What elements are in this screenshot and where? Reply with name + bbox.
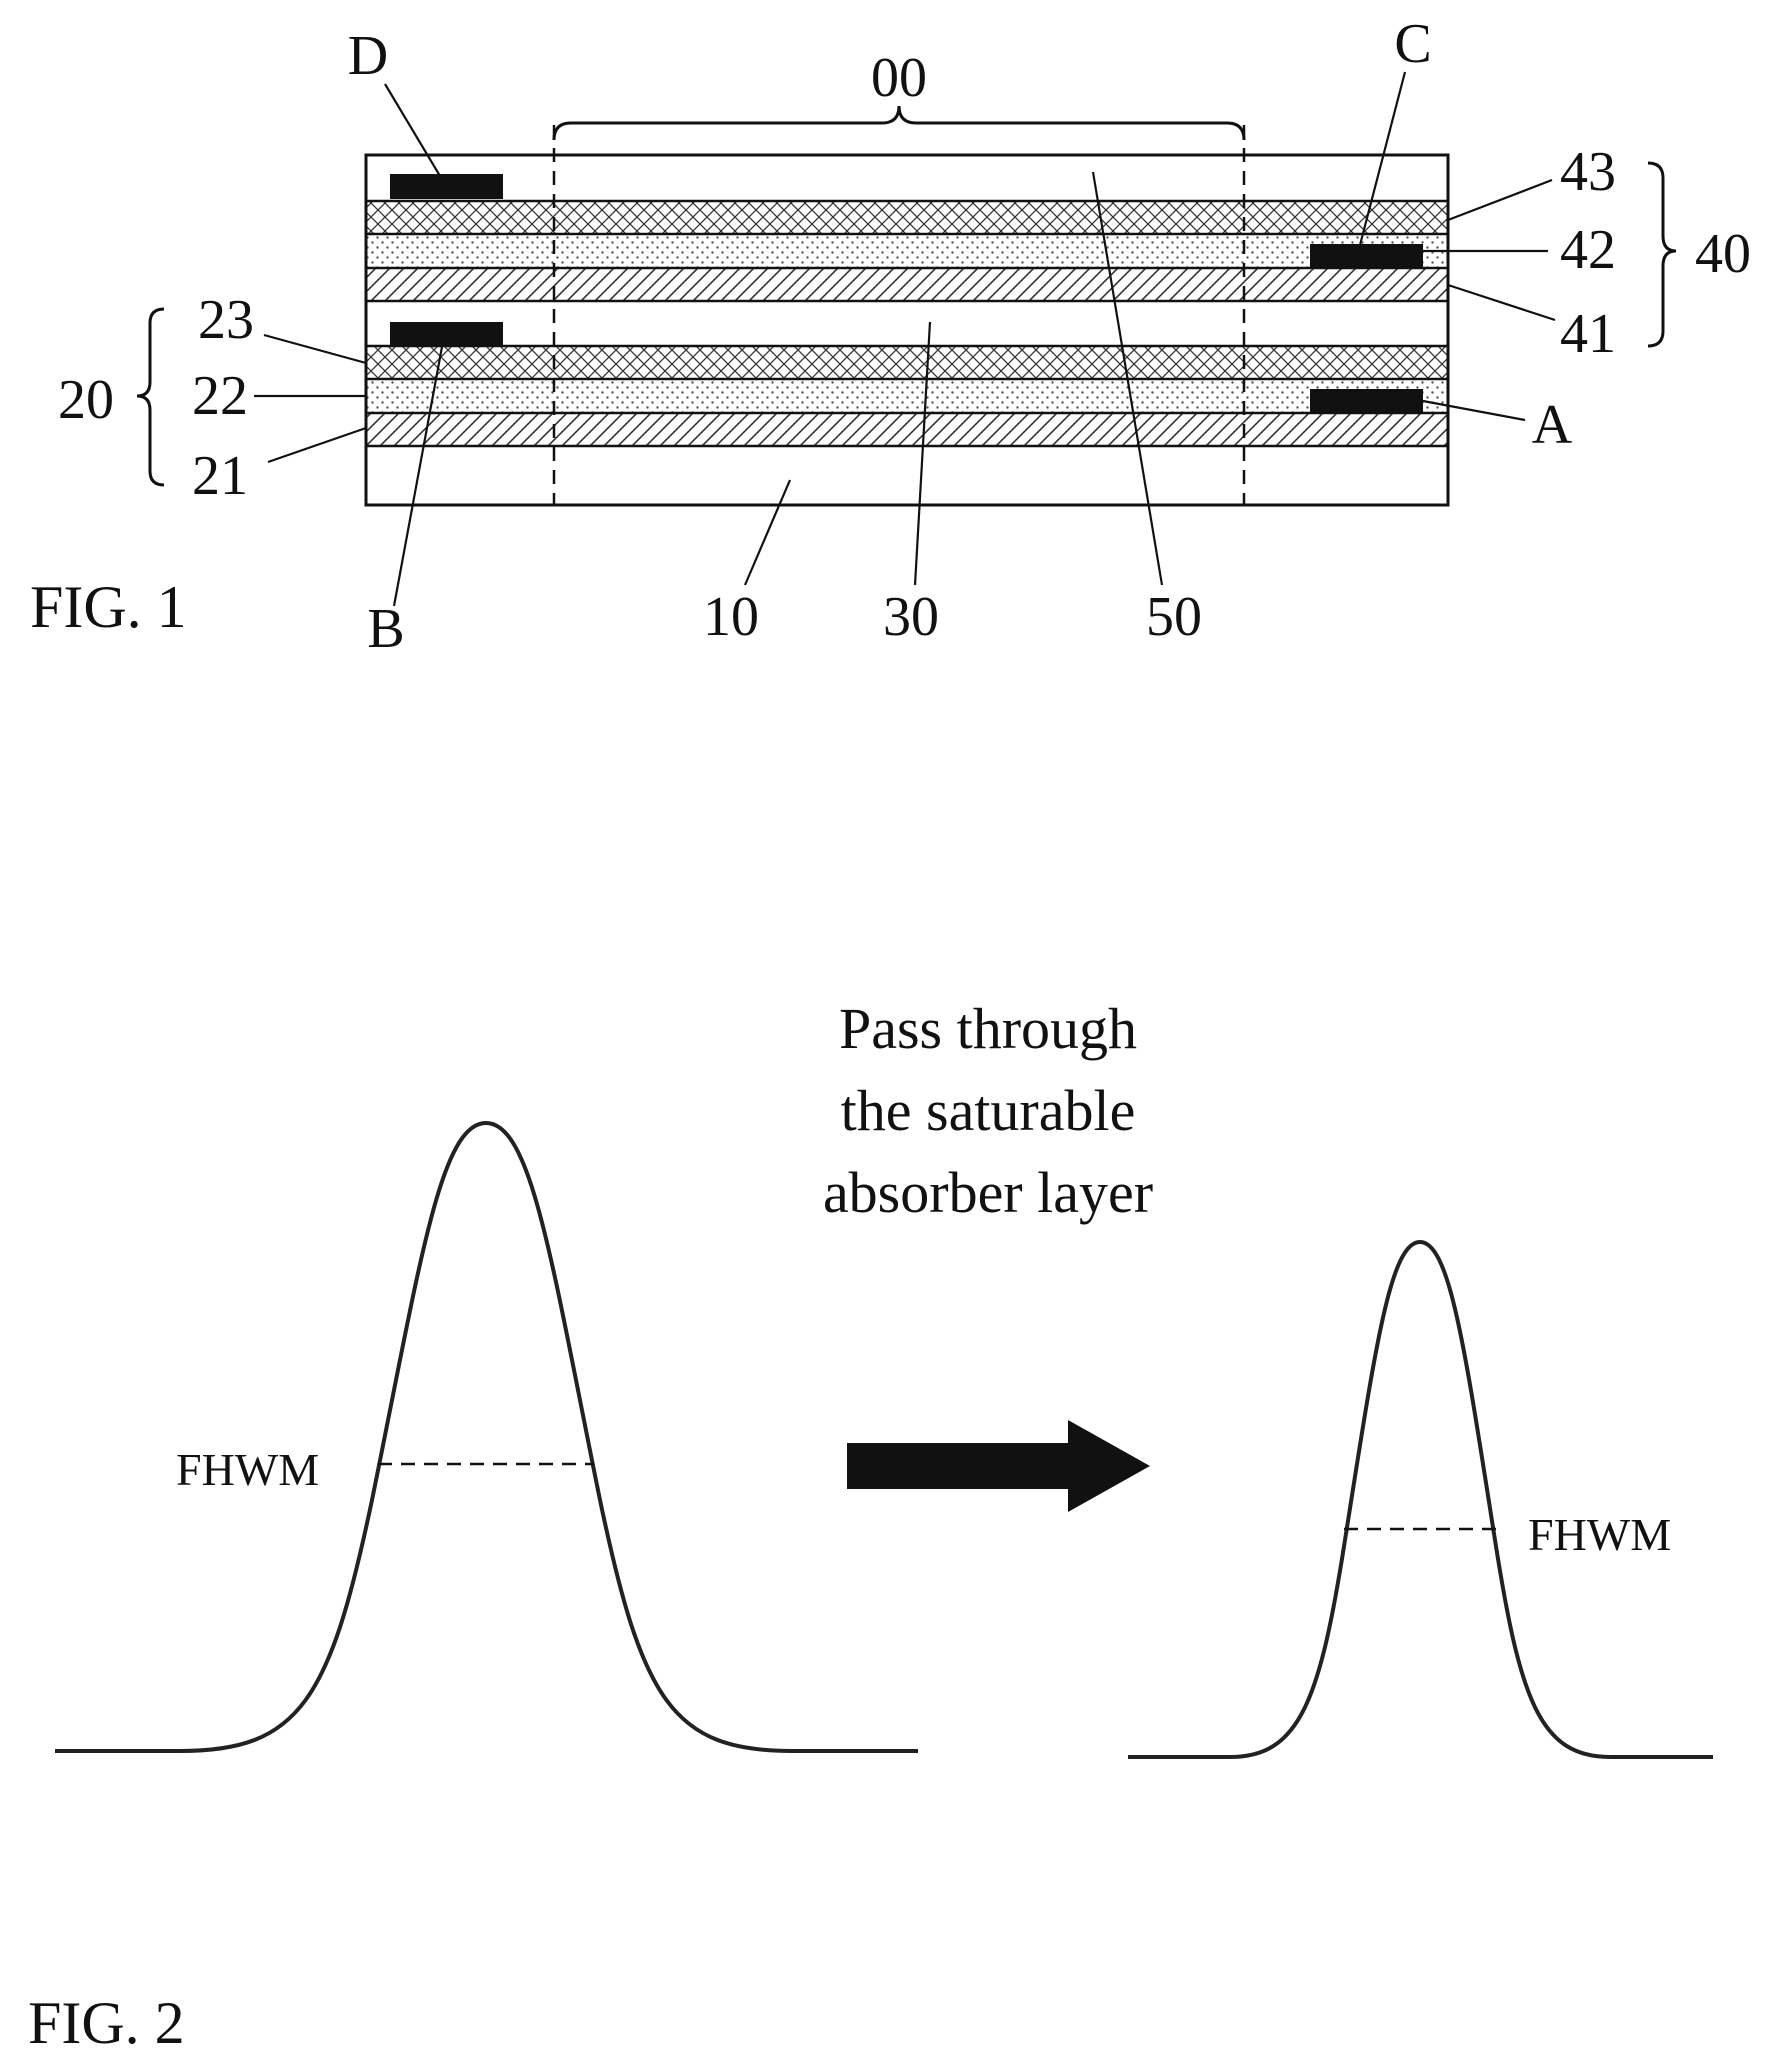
group-brace-40 [1647,161,1677,348]
region-brace [552,105,1246,141]
electrode-b [390,322,503,347]
electrode-c [1310,244,1423,268]
layer-label-42: 42 [1560,219,1616,281]
layer-label-41: 41 [1560,303,1616,365]
layer-stack [364,153,1450,507]
layer-label-22: 22 [192,365,248,427]
layer-23 [366,346,1448,379]
electrode-label-d: D [348,25,388,87]
layer-label-43: 43 [1560,141,1616,203]
arrow-caption-line-1: Pass through [839,996,1137,1061]
right-arrow-icon [847,1420,1150,1512]
electrode-label-c: C [1394,13,1431,75]
layer-label-21: 21 [192,445,248,507]
fig1: 00 D C B A 43 42 41 40 23 22 21 20 [30,13,1751,660]
layer-22 [366,379,1448,413]
layer-30 [366,301,1448,346]
layer-21 [366,413,1448,446]
layer-43 [366,201,1448,234]
layer-50 [366,155,1448,201]
output-pulse-fwhm-label: FHWM [1528,1509,1671,1560]
electrode-d [390,174,503,199]
layer-label-50: 50 [1146,586,1202,648]
layer-label-10: 10 [703,586,759,648]
layer-10 [366,446,1448,505]
fig2-caption: FIG. 2 [28,1990,185,2056]
fig2: Pass through the saturable absorber laye… [28,996,1713,2056]
output-pulse-curve [1128,1239,1713,1759]
group-label-40: 40 [1695,223,1751,285]
group-label-20: 20 [58,369,114,431]
fig1-caption: FIG. 1 [30,574,187,640]
arrow-caption-line-3: absorber layer [823,1160,1153,1225]
region-label: 00 [871,47,927,109]
layer-42 [366,234,1448,268]
input-pulse-curve [55,1120,918,1753]
input-pulse-fwhm-label: FHWM [176,1444,319,1495]
layer-41 [366,268,1448,301]
layer-label-23: 23 [198,289,254,351]
arrow-caption-line-2: the saturable [841,1078,1136,1143]
electrode-label-a: A [1532,394,1573,456]
group-brace-20 [136,307,165,487]
electrode-label-b: B [367,598,404,660]
layer-label-30: 30 [883,586,939,648]
electrode-a [1310,389,1423,413]
